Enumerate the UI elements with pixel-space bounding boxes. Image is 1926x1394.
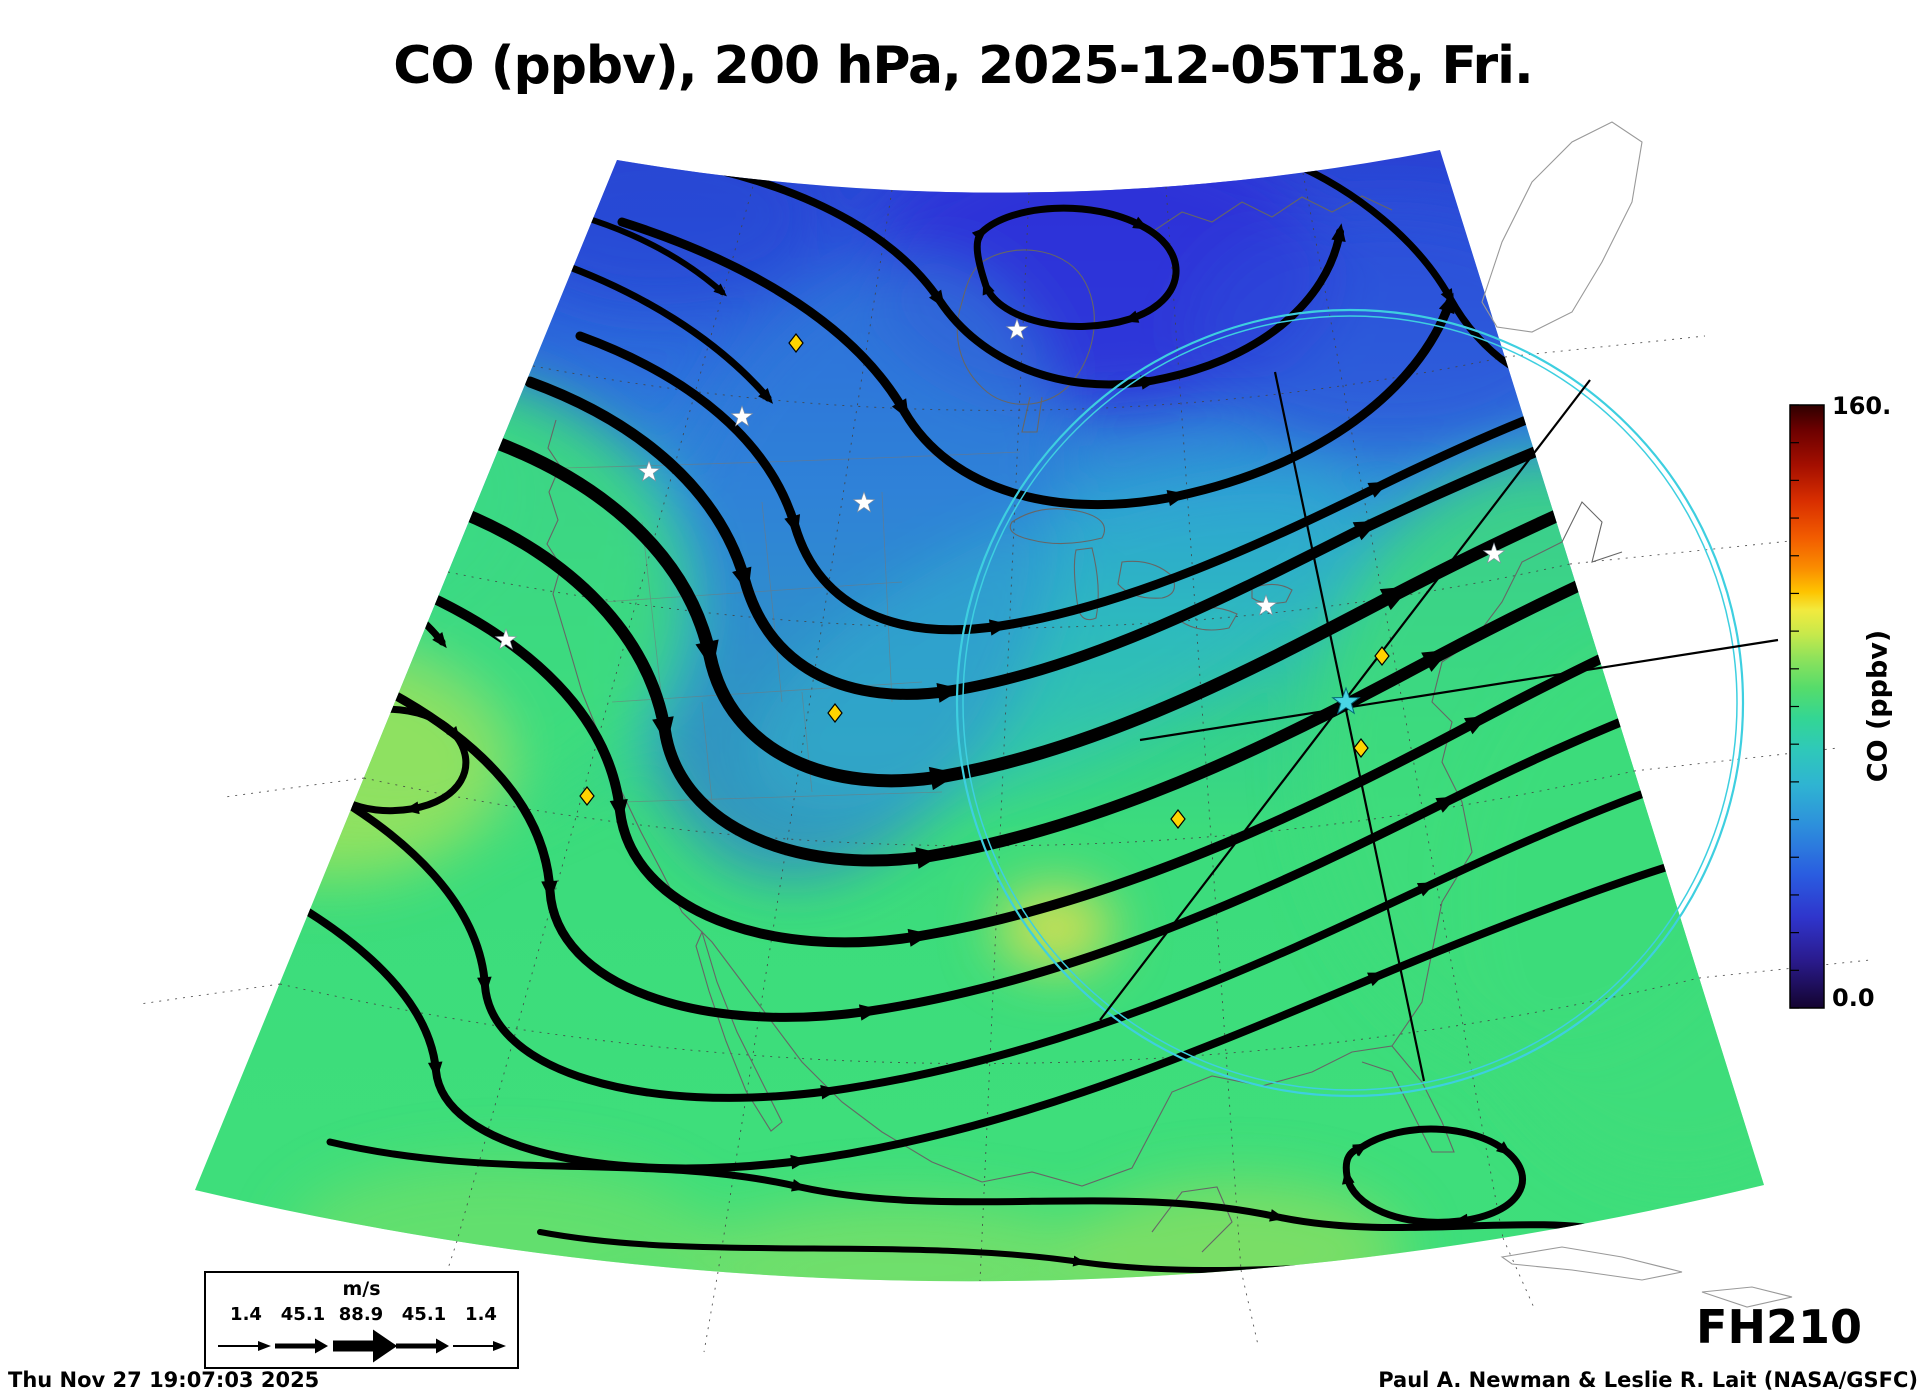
range-circle xyxy=(955,308,1745,1098)
wind-legend-value: 1.4 xyxy=(230,1304,262,1325)
station-diamond-marker xyxy=(1170,809,1186,829)
station-diamond-marker xyxy=(827,703,843,723)
station-star-marker xyxy=(730,405,754,427)
center-star-marker xyxy=(1331,686,1361,715)
colorbar-ticks xyxy=(1790,404,1799,1009)
map-overlays xyxy=(494,308,1779,1098)
wind-legend-value: 45.1 xyxy=(401,1304,447,1325)
colorbar-min-label: 0.0 xyxy=(1832,984,1875,1012)
figure-title: CO (ppbv), 200 hPa, 2025-12-05T18, Fri. xyxy=(393,36,1533,96)
station-star-marker xyxy=(494,628,518,650)
station-star-marker xyxy=(1005,318,1029,340)
wind-legend-unit: m/s xyxy=(342,1278,381,1300)
station-diamond-marker xyxy=(1353,738,1369,758)
cross-section-line xyxy=(1139,638,1779,742)
wind-legend-value: 88.9 xyxy=(338,1304,384,1325)
wind-legend-arrows xyxy=(218,1329,506,1363)
wind-legend-value: 45.1 xyxy=(280,1304,326,1325)
colorbar-max-label: 160. xyxy=(1832,392,1892,420)
station-star-marker xyxy=(637,460,661,482)
footer-credit: Paul A. Newman & Leslie R. Lait (NASA/GS… xyxy=(1378,1368,1918,1392)
cross-section-line xyxy=(1273,371,1426,1082)
wind-legend-value: 1.4 xyxy=(465,1304,497,1325)
station-diamond-marker xyxy=(788,333,804,353)
footer-timestamp: Thu Nov 27 19:07:03 2025 xyxy=(8,1368,320,1392)
station-star-marker xyxy=(1482,542,1506,564)
station-diamond-marker xyxy=(1374,646,1390,666)
wind-legend-box xyxy=(204,1271,519,1369)
station-star-marker xyxy=(1254,594,1278,616)
colorbar-axis-label: CO (ppbv) xyxy=(1862,629,1894,783)
forecast-hour-label: FH210 xyxy=(1696,1300,1862,1354)
wind-streamlines xyxy=(252,158,1757,1275)
range-circle-inner xyxy=(962,315,1738,1091)
station-star-marker xyxy=(852,491,876,513)
station-diamond-marker xyxy=(579,786,595,806)
